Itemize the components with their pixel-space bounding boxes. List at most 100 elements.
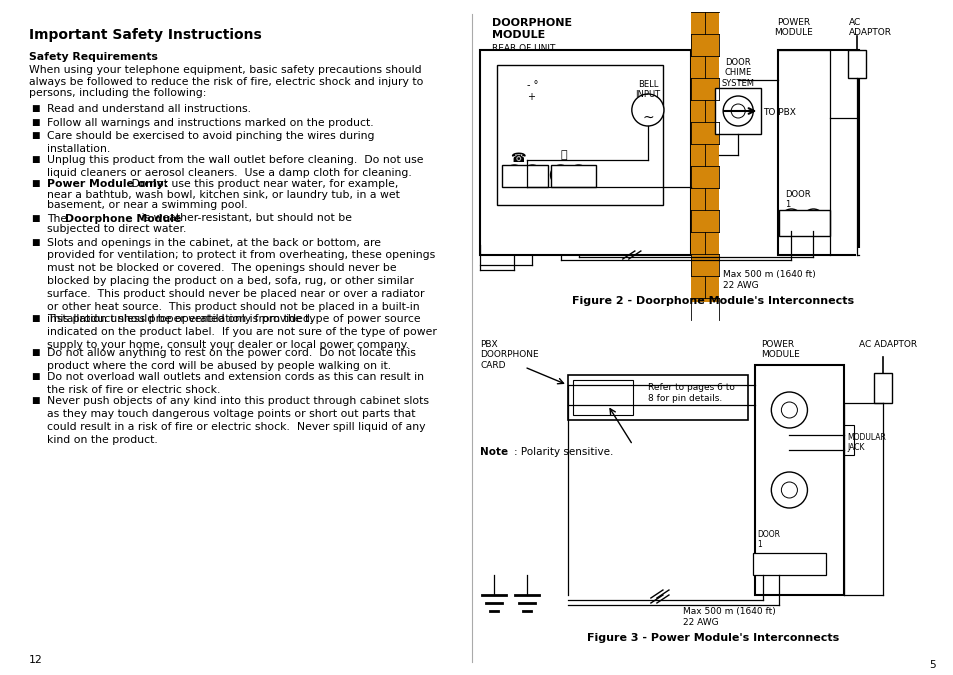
Text: TO PBX: TO PBX [762, 108, 796, 117]
Circle shape [780, 209, 801, 231]
Text: ■: ■ [30, 117, 39, 126]
Text: Power Module only:: Power Module only: [48, 179, 168, 189]
Circle shape [781, 482, 797, 498]
Text: ⍾: ⍾ [560, 150, 567, 160]
Bar [873, 373, 891, 403]
Text: DOOR
1: DOOR 1 [757, 530, 780, 549]
Text: basement, or near a swimming pool.: basement, or near a swimming pool. [48, 200, 248, 210]
Text: Do not allow anything to rest on the power cord.  Do not locate this
product whe: Do not allow anything to rest on the pow… [48, 348, 416, 371]
Text: ■: ■ [30, 373, 39, 381]
Circle shape [730, 104, 744, 118]
Circle shape [775, 559, 782, 567]
Circle shape [722, 96, 753, 126]
Text: AC ADAPTOR: AC ADAPTOR [858, 340, 916, 349]
Circle shape [785, 554, 803, 572]
Text: near a bathtub, wash bowl, kitchen sink, or laundry tub, in a wet: near a bathtub, wash bowl, kitchen sink,… [48, 190, 399, 200]
Circle shape [754, 554, 772, 572]
Bar [842, 425, 853, 455]
Circle shape [631, 94, 663, 126]
Text: 12: 12 [29, 655, 43, 665]
Text: ■: ■ [30, 179, 39, 188]
Bar [479, 50, 690, 255]
Text: DOORPHONE
MODULE: DOORPHONE MODULE [492, 18, 572, 40]
Circle shape [806, 559, 815, 567]
Text: This product should be operated only from the type of power source
indicated on : This product should be operated only fro… [48, 314, 436, 350]
Text: ■: ■ [30, 213, 39, 223]
Text: MODULAR
JACK: MODULAR JACK [846, 433, 885, 452]
Bar [855, 248, 861, 262]
Bar [755, 365, 842, 595]
Text: ☎: ☎ [510, 152, 525, 165]
Circle shape [769, 554, 787, 572]
Text: ■: ■ [30, 396, 39, 406]
Circle shape [759, 559, 766, 567]
Text: - °: - ° [527, 80, 538, 90]
Text: Do not overload wall outlets and extension cords as this can result in
the risk : Do not overload wall outlets and extensi… [48, 373, 424, 396]
Text: Figure 3 - Power Module's Interconnects: Figure 3 - Power Module's Interconnects [586, 633, 839, 643]
Text: Slots and openings in the cabinet, at the back or bottom, are
provided for venti: Slots and openings in the cabinet, at th… [48, 238, 435, 324]
Text: Max 500 m (1640 ft)
22 AWG: Max 500 m (1640 ft) 22 AWG [722, 270, 815, 290]
Text: +: + [527, 92, 535, 102]
Text: Refer to pages 6 to
8 for pin details.: Refer to pages 6 to 8 for pin details. [647, 383, 734, 403]
Bar [779, 210, 829, 236]
Text: 5: 5 [928, 660, 935, 670]
Text: is weather-resistant, but should not be: is weather-resistant, but should not be [137, 213, 352, 223]
Text: The: The [48, 213, 71, 223]
Text: Note: Note [479, 447, 508, 457]
Text: PBX
DOORPHONE
CARD: PBX DOORPHONE CARD [479, 340, 538, 370]
Bar [846, 50, 864, 78]
Text: DOOR
1: DOOR 1 [784, 190, 810, 209]
Circle shape [771, 472, 806, 508]
Text: BELL
INPUT: BELL INPUT [635, 80, 659, 99]
Bar [567, 375, 747, 420]
Text: Safety Requirements: Safety Requirements [29, 52, 157, 62]
Text: : Polarity sensitive.: : Polarity sensitive. [514, 447, 613, 457]
Text: Never push objects of any kind into this product through cabinet slots
as they m: Never push objects of any kind into this… [48, 396, 429, 445]
Bar [572, 380, 632, 415]
Text: ■: ■ [30, 348, 39, 358]
Text: ~: ~ [641, 111, 653, 125]
Circle shape [522, 165, 542, 185]
Circle shape [801, 209, 823, 231]
Text: When using your telephone equipment, basic safety precautions should
always be f: When using your telephone equipment, bas… [29, 65, 423, 98]
Text: POWER
MODULE: POWER MODULE [773, 18, 812, 37]
Text: Do not use this product near water, for example,: Do not use this product near water, for … [128, 179, 397, 189]
Circle shape [504, 165, 524, 185]
Circle shape [781, 402, 797, 418]
Text: Unplug this product from the wall outlet before cleaning.  Do not use
liquid cle: Unplug this product from the wall outlet… [48, 155, 423, 178]
Text: AC
ADAPTOR: AC ADAPTOR [848, 18, 891, 37]
Text: Important Safety Instructions: Important Safety Instructions [29, 28, 261, 42]
Text: REAR OF UNIT: REAR OF UNIT [492, 44, 555, 53]
Circle shape [801, 554, 820, 572]
Bar [497, 65, 662, 205]
Bar [502, 165, 547, 187]
Bar [753, 553, 824, 575]
Circle shape [555, 170, 565, 180]
Text: POWER
MODULE: POWER MODULE [760, 340, 800, 359]
Text: Follow all warnings and instructions marked on the product.: Follow all warnings and instructions mar… [48, 117, 374, 128]
Text: Figure 2 - Doorphone Module's Interconnects: Figure 2 - Doorphone Module's Interconne… [572, 296, 853, 306]
Text: Max 500 m (1640 ft)
22 AWG: Max 500 m (1640 ft) 22 AWG [682, 607, 775, 627]
Text: ■: ■ [30, 155, 39, 164]
Text: Doorphone Module: Doorphone Module [65, 213, 181, 223]
Text: ■: ■ [30, 238, 39, 246]
Bar [778, 50, 858, 255]
Circle shape [785, 215, 796, 225]
Text: ■: ■ [30, 131, 39, 140]
Circle shape [771, 392, 806, 428]
Bar [550, 165, 595, 187]
Text: ■: ■ [30, 104, 39, 113]
Circle shape [550, 165, 570, 185]
Text: Care should be exercised to avoid pinching the wires during
installation.: Care should be exercised to avoid pinchi… [48, 131, 375, 154]
Circle shape [573, 170, 583, 180]
Circle shape [568, 165, 588, 185]
Text: subjected to direct water.: subjected to direct water. [48, 224, 187, 234]
Circle shape [527, 170, 537, 180]
Circle shape [791, 559, 799, 567]
Circle shape [807, 215, 818, 225]
Bar [715, 88, 760, 134]
Circle shape [509, 170, 518, 180]
Text: Read and understand all instructions.: Read and understand all instructions. [48, 104, 251, 114]
Text: DOOR
CHIME
SYSTEM: DOOR CHIME SYSTEM [721, 58, 754, 88]
Bar [690, 12, 719, 302]
